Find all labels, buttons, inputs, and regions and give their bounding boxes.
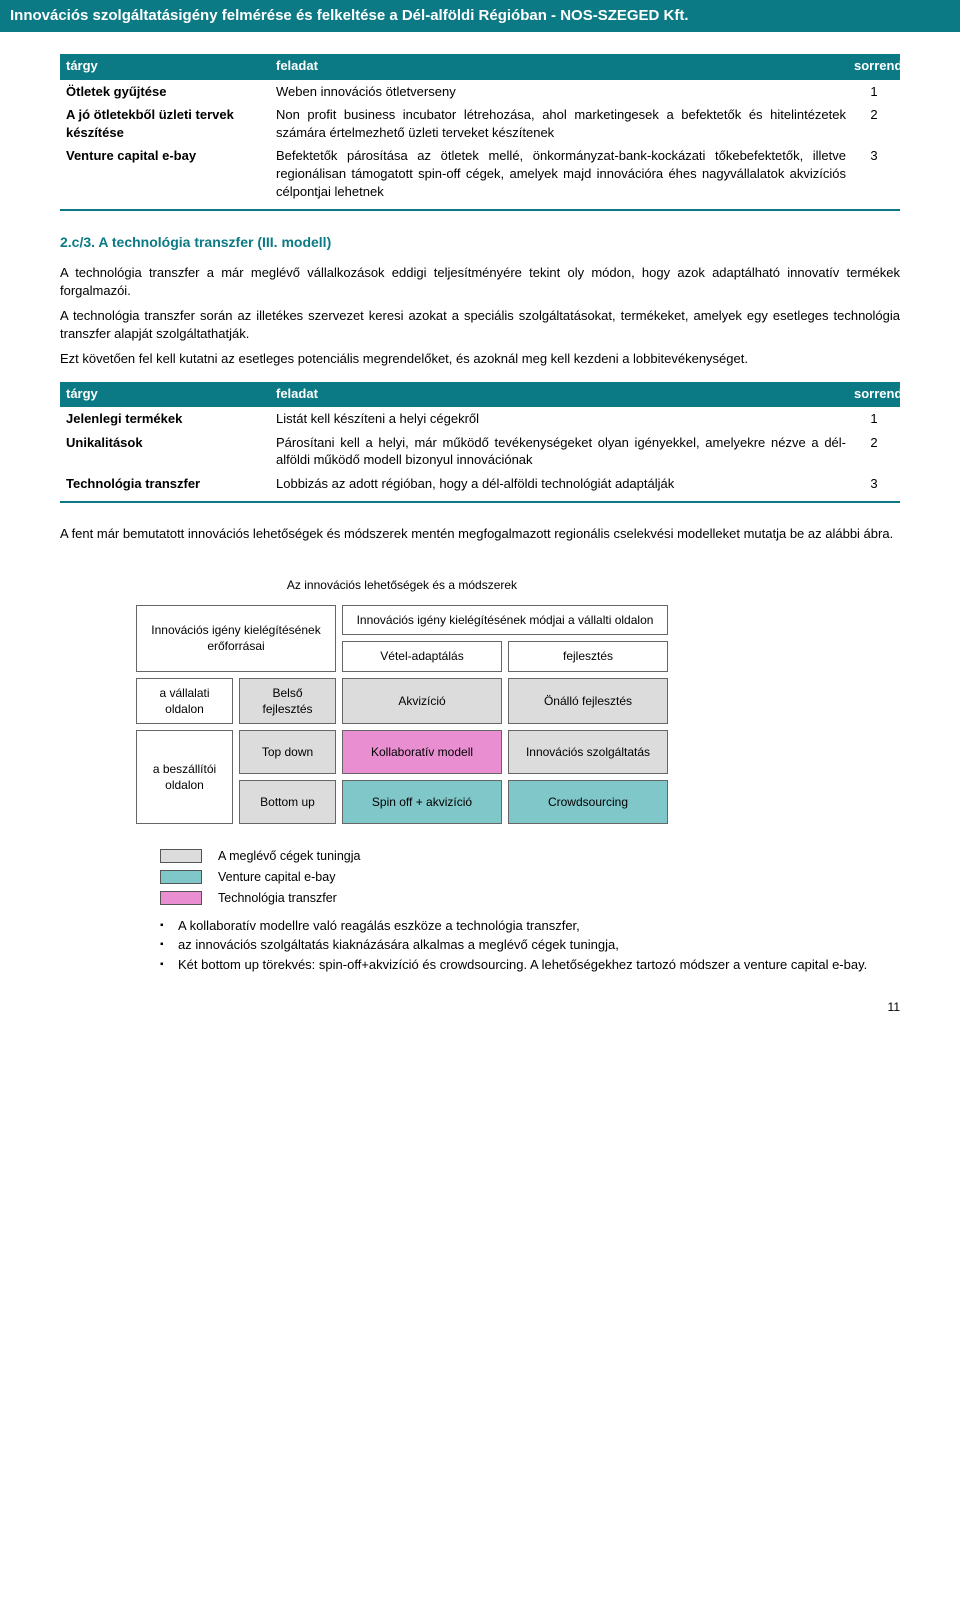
table1-header: tárgy feladat sorrend: [60, 54, 900, 80]
th-targy: tárgy: [66, 57, 276, 75]
table2-header: tárgy feladat sorrend: [60, 382, 900, 408]
diagram-cell: Innovációs igény kielégítésének erőforrá…: [136, 605, 336, 671]
diagram-table: Az innovációs lehetőségek és a módszerek…: [130, 565, 674, 830]
cell-targy: Jelenlegi termékek: [66, 410, 276, 428]
bullet-item: az innovációs szolgáltatás kiaknázására …: [160, 936, 900, 954]
cell-feladat: Listát kell készíteni a helyi cégekről: [276, 410, 854, 428]
th-feladat: feladat: [276, 385, 854, 403]
paragraph: Ezt követően fel kell kutatni az esetleg…: [60, 350, 900, 368]
legend: A meglévő cégek tuningja Venture capital…: [160, 848, 900, 907]
diagram-cell: Kollaboratív modell: [342, 730, 502, 774]
cell-targy: Technológia transzfer: [66, 475, 276, 493]
th-feladat: feladat: [276, 57, 854, 75]
legend-item: Venture capital e-bay: [160, 869, 900, 886]
paragraph: A technológia transzfer a már meglévő vá…: [60, 264, 900, 299]
table1-row: A jó ötletekből üzleti tervek készítése …: [60, 103, 900, 144]
swatch-magenta: [160, 891, 202, 905]
diagram-cell: fejlesztés: [508, 641, 668, 671]
swatch-teal: [160, 870, 202, 884]
table2-row: Technológia transzfer Lobbizás az adott …: [60, 472, 900, 496]
cell-targy: A jó ötletekből üzleti tervek készítése: [66, 106, 276, 141]
cell-sorrend: 3: [854, 147, 894, 165]
diagram-cell: Önálló fejlesztés: [508, 678, 668, 724]
diagram-cell: Akvizíció: [342, 678, 502, 724]
table2-row: Unikalitások Párosítani kell a helyi, má…: [60, 431, 900, 472]
swatch-grey: [160, 849, 202, 863]
table2: tárgy feladat sorrend Jelenlegi termékek…: [60, 382, 900, 504]
section-heading: 2.c/3. A technológia transzfer (III. mod…: [60, 233, 900, 252]
legend-item: A meglévő cégek tuningja: [160, 848, 900, 865]
cell-targy: Ötletek gyűjtése: [66, 83, 276, 101]
legend-label: A meglévő cégek tuningja: [218, 848, 360, 865]
diagram-cell: Belső fejlesztés: [239, 678, 336, 724]
table2-rule: [60, 501, 900, 503]
th-sorrend: sorrend: [854, 385, 894, 403]
diagram-cell: Top down: [239, 730, 336, 774]
legend-item: Technológia transzfer: [160, 890, 900, 907]
page-number: 11: [60, 999, 900, 1015]
diagram-title: Az innovációs lehetőségek és a módszerek: [136, 571, 668, 599]
table1-row: Ötletek gyűjtése Weben innovációs ötletv…: [60, 80, 900, 104]
cell-targy: Venture capital e-bay: [66, 147, 276, 165]
diagram-cell: a beszállítói oldalon: [136, 730, 233, 824]
th-sorrend: sorrend: [854, 57, 894, 75]
legend-label: Venture capital e-bay: [218, 869, 335, 886]
cell-sorrend: 2: [854, 106, 894, 124]
cell-sorrend: 3: [854, 475, 894, 493]
diagram-cell: Bottom up: [239, 780, 336, 824]
cell-sorrend: 2: [854, 434, 894, 452]
diagram: Az innovációs lehetőségek és a módszerek…: [130, 565, 900, 830]
diagram-cell: Innovációs igény kielégítésének módjai a…: [342, 605, 668, 635]
diagram-cell: Spin off + akvizíció: [342, 780, 502, 824]
paragraph: A fent már bemutatott innovációs lehetős…: [60, 525, 900, 543]
table2-row: Jelenlegi termékek Listát kell készíteni…: [60, 407, 900, 431]
cell-feladat: Non profit business incubator létrehozás…: [276, 106, 854, 141]
cell-feladat: Befektetők párosítása az ötletek mellé, …: [276, 147, 854, 200]
diagram-cell: Innovációs szolgáltatás: [508, 730, 668, 774]
bullet-item: Két bottom up törekvés: spin-off+akvizíc…: [160, 956, 900, 974]
cell-feladat: Weben innovációs ötletverseny: [276, 83, 854, 101]
diagram-cell: a vállalati oldalon: [136, 678, 233, 724]
page-banner: Innovációs szolgáltatásigény felmérése é…: [0, 0, 960, 32]
cell-targy: Unikalitások: [66, 434, 276, 452]
cell-sorrend: 1: [854, 410, 894, 428]
legend-label: Technológia transzfer: [218, 890, 337, 907]
table1: tárgy feladat sorrend Ötletek gyűjtése W…: [60, 54, 900, 211]
table1-row: Venture capital e-bay Befektetők párosít…: [60, 144, 900, 203]
bullet-item: A kollaboratív modellre való reagálás es…: [160, 917, 900, 935]
table1-rule: [60, 209, 900, 211]
bullet-list: A kollaboratív modellre való reagálás es…: [160, 917, 900, 974]
cell-feladat: Párosítani kell a helyi, már működő tevé…: [276, 434, 854, 469]
diagram-cell: Crowdsourcing: [508, 780, 668, 824]
cell-sorrend: 1: [854, 83, 894, 101]
cell-feladat: Lobbizás az adott régióban, hogy a dél-a…: [276, 475, 854, 493]
paragraph: A technológia transzfer során az illeték…: [60, 307, 900, 342]
diagram-cell: Vétel-adaptálás: [342, 641, 502, 671]
th-targy: tárgy: [66, 385, 276, 403]
